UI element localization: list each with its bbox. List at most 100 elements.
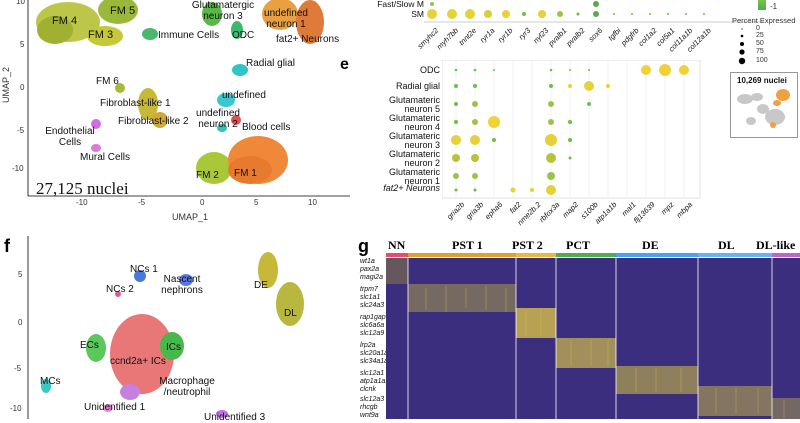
- gene-label: col1a2: [636, 26, 659, 48]
- gene-label: sox6: [586, 26, 605, 44]
- cluster-dl: [276, 282, 304, 326]
- heatmap-gene: pax2a: [360, 266, 380, 273]
- cluster-undefined: [217, 93, 235, 107]
- heatmap-gene: slc12a3: [360, 396, 385, 403]
- gene-label-e: gria2b: [445, 200, 467, 222]
- nuclei-count-d: 27,125 nuclei: [36, 179, 129, 198]
- segment-pst2: PST 2: [512, 238, 543, 252]
- legend-size-label: 75: [756, 48, 764, 55]
- heatmap-gene: slc24a3: [360, 302, 385, 309]
- cluster-mural: [91, 144, 101, 152]
- heatmap-gene: slc20a1a: [360, 350, 389, 357]
- gene-label-e: map2: [560, 200, 581, 220]
- cluster-label-unid3: Unidentified 3: [204, 412, 266, 423]
- heatmap-gene: slc34a1a: [360, 358, 389, 365]
- segment-pst1: PST 1: [452, 238, 483, 252]
- row-label-e: fat2+ Neurons: [383, 183, 440, 193]
- cluster-label-fm5: FM 5: [110, 5, 136, 17]
- inset-umap: 10,269 nuclei: [730, 72, 798, 138]
- cluster-undef-neuron1: [262, 0, 298, 30]
- cluster-endo: [91, 119, 101, 129]
- segment-nn: NN: [388, 238, 406, 252]
- cluster-ncs1: [134, 270, 146, 282]
- cluster-macrophage: [120, 384, 140, 400]
- cluster-fib1: [138, 88, 158, 120]
- cluster-fm3: [87, 26, 123, 46]
- row-label-e: Glutamateric neuron 1: [388, 167, 440, 186]
- heatmap-gene: wnt9a: [360, 412, 379, 419]
- gene-label-e: fat2: [508, 200, 524, 216]
- x-axis-title: UMAP_1: [172, 212, 209, 222]
- row-label: Fast/Slow M: [377, 0, 424, 9]
- heatmap-gene: slc6a6a: [360, 322, 385, 329]
- heatmap-gene: rhcgb: [360, 404, 378, 411]
- heatmap-gene: rap1gap: [360, 314, 386, 321]
- y-tick-f: 0: [18, 318, 23, 327]
- cluster-label-ncs1: NCs 1: [130, 264, 158, 275]
- cluster-ecs: [86, 334, 106, 362]
- x-tick: 10: [308, 198, 317, 207]
- heatmap: [386, 258, 800, 419]
- heatmap-gene: wt1a: [360, 258, 375, 265]
- gene-label: tnnt2e: [457, 26, 479, 48]
- cluster-undef-neuron2: [217, 124, 227, 132]
- cluster-label-undefined: undefined: [222, 90, 266, 101]
- heatmap-gene: slc1a1: [360, 294, 381, 301]
- cluster-label-undef-neuron2: undefined neuron 2: [196, 108, 240, 130]
- row-label-e: Glutamateric neuron 2: [388, 149, 440, 168]
- cluster-label-fib1: Fibroblast-like 1: [100, 98, 171, 109]
- gene-label: ryr1b: [495, 26, 515, 45]
- cluster-de: [258, 252, 278, 288]
- heatmap-gene: atp1a1a.4: [360, 378, 392, 385]
- cluster-unid1: [103, 404, 113, 412]
- gene-label: ryr3: [516, 26, 533, 42]
- row-label: SM: [411, 9, 424, 19]
- heatmap-gene: trpm7: [360, 286, 378, 293]
- y-tick-f: -10: [10, 404, 22, 413]
- x-tick: 5: [254, 198, 259, 207]
- cluster-label-fm1: FM 1: [234, 168, 257, 179]
- top-dots: [424, 1, 764, 23]
- cluster-label-endo: Endothelial Cells: [45, 126, 95, 148]
- heatmap-gene: slc12a9: [360, 330, 385, 337]
- panel-top-dotplot: Fast/Slow M SM smyhc2 myh7bb tnnt2e ryr1…: [360, 0, 800, 65]
- cluster-label-undef-neuron1: undefined neuron 1: [264, 8, 308, 30]
- cluster-nascent: [179, 274, 193, 286]
- segment-de: DE: [642, 238, 659, 252]
- gene-label-e: rbfox3a: [537, 200, 562, 225]
- cluster-label-glut3: Glutamatergic neuron 3: [191, 0, 255, 22]
- legend-sizes: [738, 28, 746, 65]
- gene-label-e: epha6: [483, 200, 505, 222]
- legend-low: -1: [770, 2, 778, 11]
- panel-letter-f: f: [4, 236, 10, 256]
- cluster-label-ics: ICs: [166, 342, 181, 353]
- segment-dl-like: DL-like: [756, 238, 796, 252]
- dotplot-e: [442, 60, 701, 199]
- gene-label: pvalb1: [546, 26, 569, 48]
- cluster-ncs2: [115, 291, 121, 297]
- y-tick-f: 5: [18, 270, 23, 279]
- cluster-ics: [160, 332, 184, 360]
- segment-dl: DL: [718, 238, 735, 252]
- umap-d-plot: [27, 0, 350, 197]
- cluster-label-de: DE: [254, 280, 268, 291]
- heatmap-gene: slc12a1: [360, 370, 385, 377]
- cluster-label-fm3: FM 3: [88, 29, 114, 41]
- legend-title: Percent Expressed: [732, 16, 796, 25]
- cluster-label-fib2: Fibroblast-like 2: [118, 116, 189, 127]
- cluster-label-unid1: Unidentified 1: [84, 402, 146, 413]
- panel-e: e ODC Radial glial Glutamateric neuron 5…: [336, 56, 800, 236]
- y-tick: -10: [12, 164, 24, 173]
- cluster-fib2: [152, 112, 168, 128]
- heatmap-gene: magi2a: [360, 274, 383, 281]
- umap-f-plot: [27, 236, 304, 419]
- cluster-mcs: [41, 379, 51, 393]
- row-label-e: ODC: [420, 65, 440, 75]
- gene-label-e: gria3b: [464, 200, 486, 222]
- gene-label: myh7bb: [435, 26, 461, 52]
- cluster-label-immune: Immune Cells: [158, 30, 220, 41]
- row-label-e: Glutamateric neuron 5: [388, 95, 440, 114]
- heatmap-gene: clcnk: [360, 386, 376, 393]
- segment-pct: PCT: [566, 238, 590, 252]
- legend-size-label: 100: [756, 57, 768, 64]
